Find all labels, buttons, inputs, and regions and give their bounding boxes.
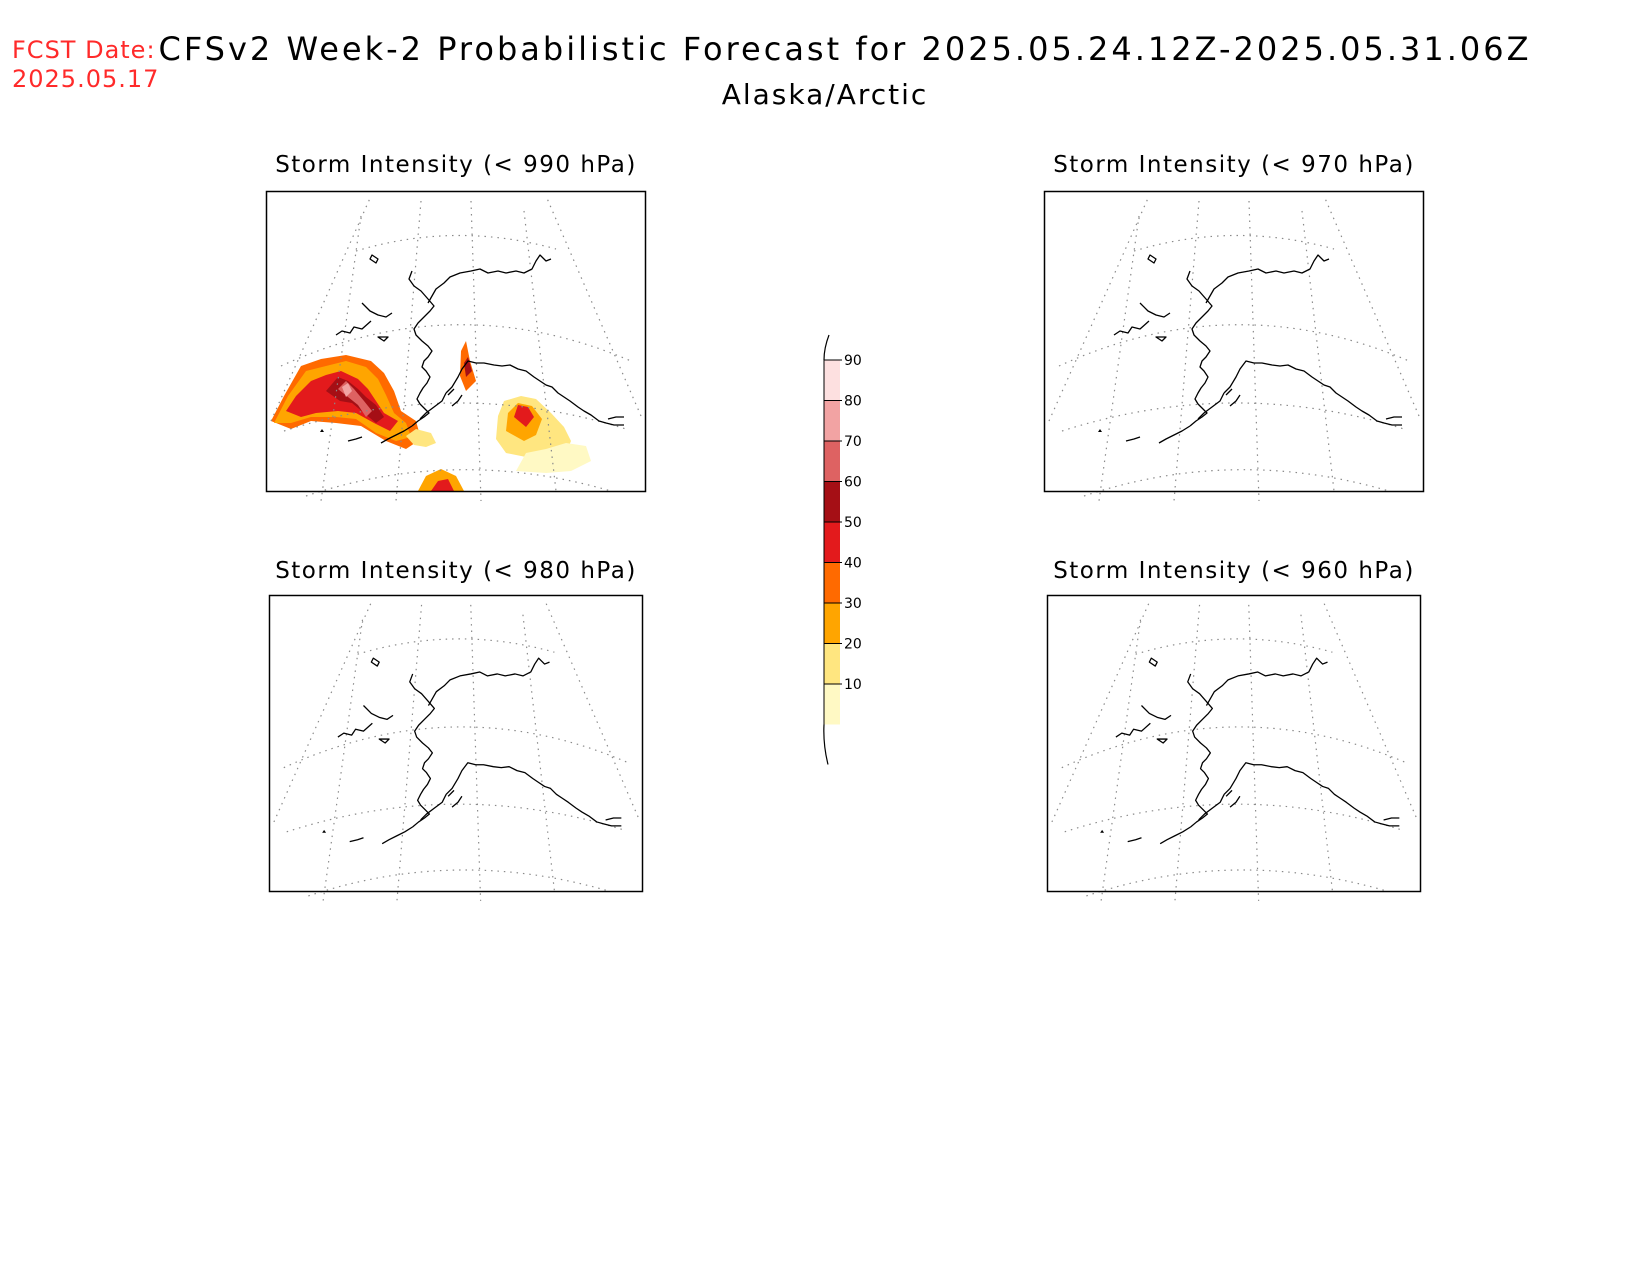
- colorbar-tick-label: 30: [844, 596, 862, 612]
- colorbar-tick-label: 10: [844, 677, 862, 693]
- map-panel-980: [268, 594, 644, 901]
- map-panel-990: [265, 190, 647, 502]
- colorbar-tick-label: 20: [844, 637, 862, 653]
- colorbar-high-arrow: [823, 334, 830, 361]
- probability-shading: [271, 341, 591, 491]
- map-frame: [1043, 190, 1425, 493]
- colorbar-band-60: [824, 481, 840, 522]
- colorbar-band-40: [824, 562, 840, 603]
- map-panel-960: [1046, 594, 1422, 901]
- lat-lon-gridlines: [1048, 195, 1420, 502]
- coastline: [1115, 657, 1400, 845]
- colorbar-band-10: [824, 684, 840, 725]
- colorbar-tick-label: 60: [844, 475, 862, 491]
- colorbar-band-70: [824, 441, 840, 482]
- colorbar-band-20: [824, 643, 840, 684]
- lat-lon-gridlines: [273, 599, 639, 901]
- probability-colorbar: 10 20 30 40 50 60 70 80 90: [823, 334, 862, 765]
- panel-title-960: Storm Intensity (< 960 hPa): [1053, 558, 1415, 584]
- lat-lon-gridlines: [270, 195, 642, 502]
- page-subtitle: Alaska/Arctic: [721, 78, 929, 111]
- colorbar-low-arrow: [823, 724, 829, 765]
- map-panel-970: [1043, 190, 1425, 502]
- coastline: [335, 254, 624, 444]
- map-frame: [1046, 594, 1422, 893]
- map-frame: [265, 190, 647, 493]
- fcst-date-value: 2025.05.17: [12, 65, 160, 93]
- coastline: [1113, 254, 1402, 444]
- map-frame: [268, 594, 644, 893]
- colorbar-band-30: [824, 603, 840, 644]
- colorbar-band-50: [824, 522, 840, 563]
- colorbar-tick-label: 50: [844, 515, 862, 531]
- colorbar-tick-label: 70: [844, 434, 862, 450]
- panel-title-970: Storm Intensity (< 970 hPa): [1053, 152, 1415, 178]
- panel-title-990: Storm Intensity (< 990 hPa): [275, 152, 637, 178]
- coastline: [337, 657, 622, 845]
- page-title: CFSv2 Week-2 Probabilistic Forecast for …: [158, 30, 1532, 68]
- colorbar-tick-label: 40: [844, 556, 862, 572]
- forecast-date-label: FCST Date: 2025.05.17: [12, 36, 159, 94]
- colorbar-band-90: [824, 360, 840, 401]
- colorbar-band-80: [824, 400, 840, 441]
- colorbar-tick-label: 80: [844, 394, 862, 410]
- colorbar-tick-label: 90: [844, 353, 862, 369]
- fcst-date-caption: FCST Date:: [12, 36, 156, 64]
- panel-title-980: Storm Intensity (< 980 hPa): [275, 558, 637, 584]
- lat-lon-gridlines: [1051, 599, 1417, 901]
